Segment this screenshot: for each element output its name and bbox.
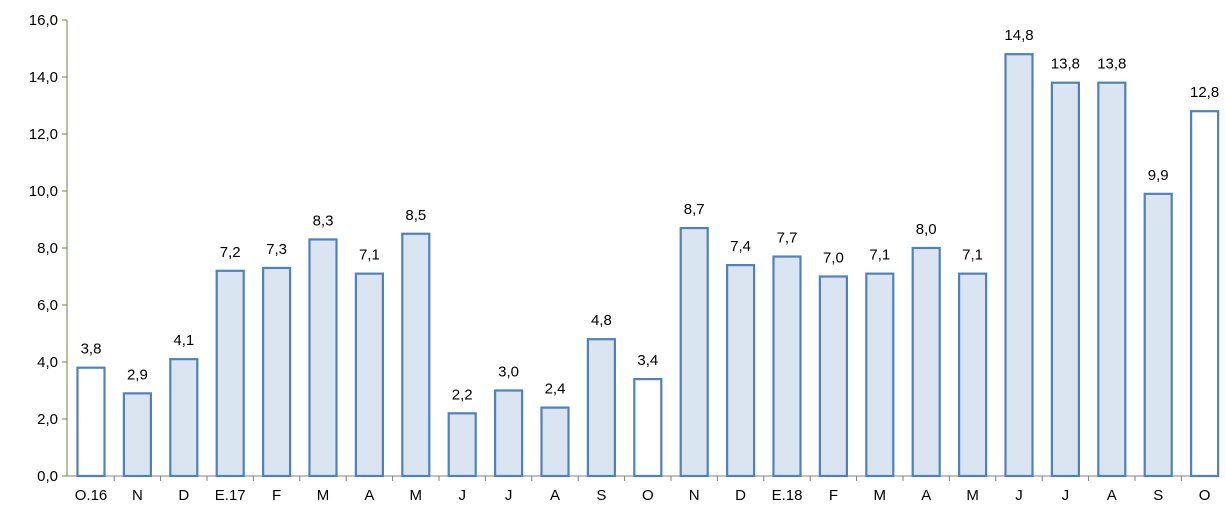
x-tick-label: F xyxy=(829,487,838,504)
x-tick-label: J xyxy=(458,487,466,504)
bar xyxy=(818,275,849,478)
data-label: 8,3 xyxy=(313,212,334,229)
bar xyxy=(1143,192,1173,478)
x-tick-label: O.16 xyxy=(75,487,108,504)
bar xyxy=(494,389,524,478)
x-tick-label: A xyxy=(364,487,374,504)
bar xyxy=(76,366,106,478)
bar xyxy=(772,255,802,478)
bar xyxy=(447,412,477,478)
bar xyxy=(1189,110,1220,478)
y-tick-label: 16,0 xyxy=(29,12,58,29)
data-label: 4,1 xyxy=(173,332,194,349)
bar xyxy=(865,272,895,478)
y-tick-label: 10,0 xyxy=(29,183,58,200)
x-tick-label: S xyxy=(596,487,606,504)
y-tick-label: 6,0 xyxy=(37,297,58,314)
data-label: 8,7 xyxy=(684,201,705,218)
x-tick-label: M xyxy=(966,487,979,504)
x-tick-label: J xyxy=(505,487,513,504)
data-label: 7,2 xyxy=(220,244,241,261)
x-tick-label: J xyxy=(1062,487,1070,504)
data-label: 2,9 xyxy=(127,366,148,383)
bar xyxy=(215,269,245,478)
x-tick-label: N xyxy=(132,487,143,504)
x-tick-label: N xyxy=(689,487,700,504)
data-label: 3,8 xyxy=(81,341,102,358)
bar xyxy=(957,272,988,478)
data-label: 7,1 xyxy=(869,247,890,264)
data-label: 13,8 xyxy=(1097,56,1126,73)
data-label: 3,0 xyxy=(498,364,519,381)
y-tick-label: 14,0 xyxy=(29,69,58,86)
x-tick-label: M xyxy=(874,487,887,504)
x-tick-label: E.18 xyxy=(772,487,803,504)
data-label: 4,8 xyxy=(591,312,612,329)
y-tick-label: 0,0 xyxy=(37,468,58,485)
x-tick-label: S xyxy=(1153,487,1163,504)
x-tick-label: A xyxy=(1107,487,1117,504)
data-label: 7,1 xyxy=(359,247,380,264)
data-label: 13,8 xyxy=(1051,56,1080,73)
x-tick-label: E.17 xyxy=(215,487,246,504)
data-label: 7,3 xyxy=(266,241,287,258)
data-label: 7,7 xyxy=(777,230,798,247)
x-tick-label: M xyxy=(410,487,423,504)
bar xyxy=(725,264,756,478)
x-tick-label: O xyxy=(1199,487,1211,504)
x-tick-label: F xyxy=(272,487,281,504)
x-tick-label: D xyxy=(178,487,189,504)
bar xyxy=(401,232,431,478)
bar xyxy=(1004,53,1034,478)
data-label: 2,4 xyxy=(545,381,566,398)
bar xyxy=(679,226,709,478)
x-tick-label: A xyxy=(550,487,560,504)
data-label: 2,2 xyxy=(452,386,473,403)
data-label: 14,8 xyxy=(1004,27,1033,44)
x-tick-label: A xyxy=(921,487,931,504)
data-label: 7,0 xyxy=(823,250,844,267)
bar xyxy=(262,266,292,478)
bar xyxy=(169,358,199,478)
bar xyxy=(586,338,617,478)
bar xyxy=(540,406,570,478)
bar xyxy=(633,378,663,478)
bar xyxy=(122,392,153,478)
data-label: 8,0 xyxy=(916,221,937,238)
bar xyxy=(911,246,941,478)
x-tick-label: J xyxy=(1015,487,1023,504)
x-tick-label: M xyxy=(317,487,330,504)
data-label: 7,1 xyxy=(962,247,983,264)
y-tick-label: 12,0 xyxy=(29,126,58,143)
data-label: 7,4 xyxy=(730,238,751,255)
data-label: 9,9 xyxy=(1148,167,1169,184)
y-tick-label: 4,0 xyxy=(37,354,58,371)
data-label: 8,5 xyxy=(405,207,426,224)
x-tick-label: O xyxy=(642,487,654,504)
bar xyxy=(354,272,384,478)
data-label: 12,8 xyxy=(1190,84,1219,101)
y-tick-label: 2,0 xyxy=(37,411,58,428)
bar xyxy=(1097,81,1127,478)
data-label: 3,4 xyxy=(637,352,658,369)
x-tick-label: D xyxy=(735,487,746,504)
y-tick-label: 8,0 xyxy=(37,240,58,257)
bar xyxy=(1050,81,1081,478)
bar xyxy=(308,238,338,478)
